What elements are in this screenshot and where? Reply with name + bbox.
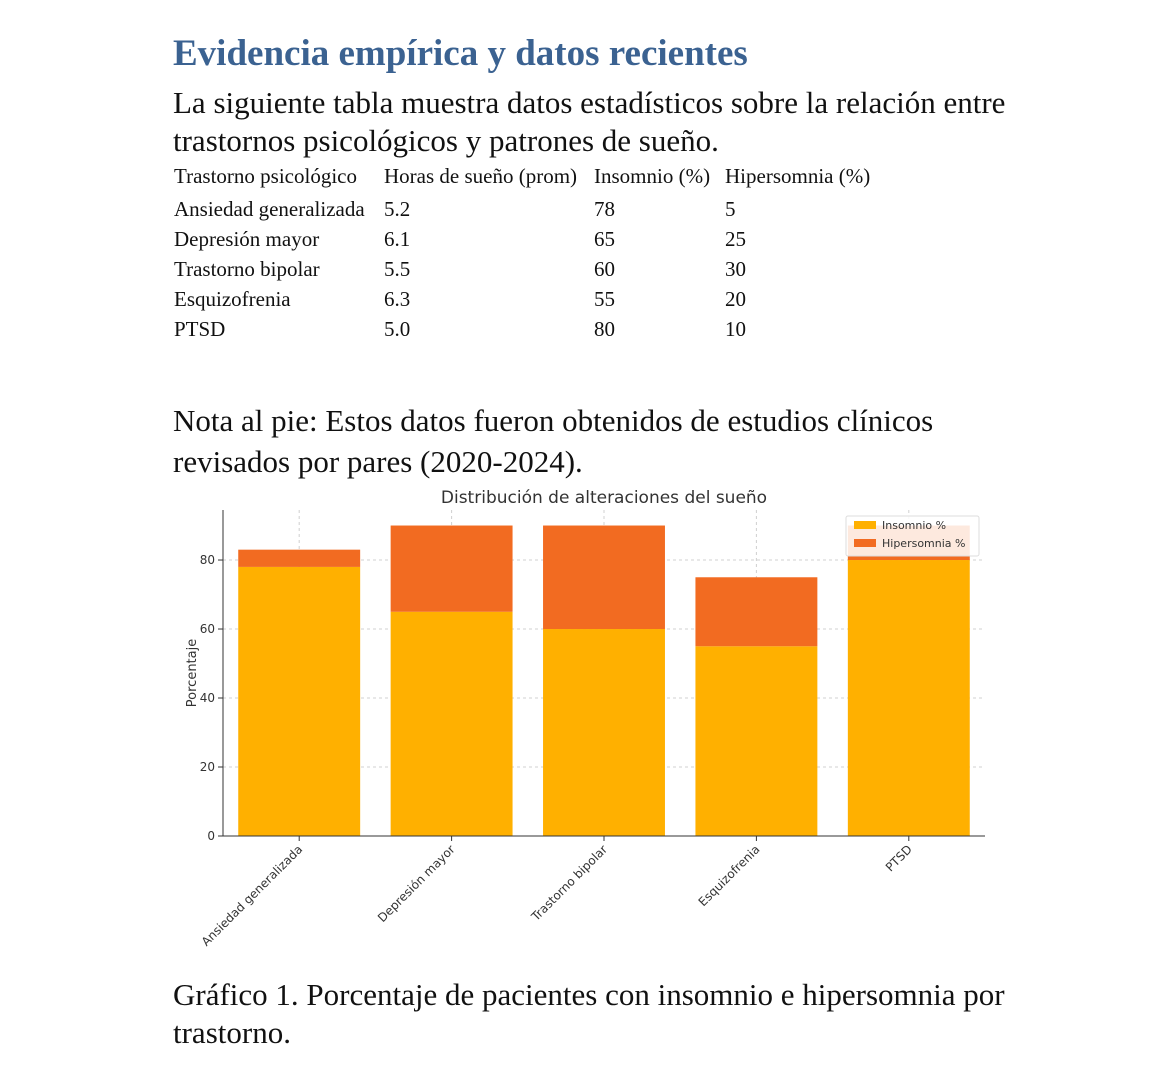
table-cell: PTSD (174, 317, 226, 341)
table-cell: 65 (594, 227, 615, 251)
y-tick-label: 40 (200, 691, 215, 705)
x-tick-label: Esquizofrenia (696, 842, 763, 909)
table-cell: 5.0 (384, 317, 411, 341)
table-cell: Depresión mayor (174, 227, 320, 251)
y-tick-label: 80 (200, 553, 215, 567)
bar-insomnio (847, 560, 970, 836)
bar-insomnio (390, 611, 513, 836)
table-row: Trastorno bipolar 5.5 60 30 (170, 255, 899, 285)
table-cell: 25 (725, 227, 746, 251)
table-cell: 5.5 (384, 257, 411, 281)
bar-hipersomnia (543, 525, 665, 630)
table-cell: 20 (725, 287, 746, 311)
table-cell: 30 (725, 257, 746, 281)
x-tick-label: PTSD (883, 842, 915, 874)
table-cell: Trastorno bipolar (174, 257, 320, 281)
chart-title: Distribución de alteraciones del sueño (441, 488, 767, 508)
x-tick-label: Trastorno bipolar (528, 842, 610, 924)
table-cell: 6.3 (384, 287, 411, 311)
table-cell: Esquizofrenia (174, 287, 291, 311)
table-row: PTSD 5.0 80 10 (170, 315, 899, 345)
y-tick-label: 20 (200, 760, 215, 774)
bar-insomnio (695, 646, 818, 836)
bar-hipersomnia (238, 549, 361, 567)
table-header-row: Trastorno psicológico Horas de sueño (pr… (170, 162, 899, 195)
table-cell: 55 (594, 287, 615, 311)
column-header: Hipersomnia (%) (725, 164, 871, 188)
sleep-data-table: Trastorno psicológico Horas de sueño (pr… (170, 162, 899, 345)
bar-hipersomnia (390, 525, 513, 612)
table-cell: 5 (725, 197, 736, 221)
legend-swatch (854, 539, 876, 547)
table-cell: 6.1 (384, 227, 411, 251)
table-cell: 60 (594, 257, 615, 281)
figure-caption: Gráfico 1. Porcentaje de pacientes con i… (173, 977, 1005, 1050)
table-row: Depresión mayor 6.1 65 25 (170, 225, 899, 255)
y-axis-label: Porcentaje (185, 639, 200, 707)
intro-paragraph: La siguiente tabla muestra datos estadís… (173, 85, 1006, 158)
bar-hipersomnia (695, 577, 818, 647)
y-tick-label: 0 (207, 829, 215, 843)
bar-insomnio (238, 566, 361, 836)
legend-label: Hipersomnia % (882, 537, 966, 550)
table-cell: 80 (594, 317, 615, 341)
legend-label: Insomnio % (882, 519, 946, 532)
table-cell: 78 (594, 197, 615, 221)
table-cell: Ansiedad generalizada (174, 197, 365, 221)
x-tick-label: Ansiedad generalizada (199, 842, 306, 949)
x-tick-label: Depresión mayor (375, 842, 458, 925)
legend-swatch (854, 521, 876, 529)
table-cell: 5.2 (384, 197, 411, 221)
column-header: Trastorno psicológico (174, 164, 357, 188)
column-header: Horas de sueño (prom) (384, 164, 578, 188)
y-tick-label: 60 (200, 622, 215, 636)
bar-insomnio (543, 629, 665, 836)
stacked-bar-chart: Distribución de alteraciones del sueño 0 2… (185, 488, 985, 949)
section-heading: Evidencia empírica y datos recientes (173, 33, 748, 74)
table-row: Esquizofrenia 6.3 55 20 (170, 285, 899, 315)
footnote: Nota al pie: Estos datos fueron obtenido… (173, 403, 934, 479)
legend-box (845, 515, 980, 557)
table-row: Ansiedad generalizada 5.2 78 5 (170, 195, 899, 225)
table-cell: 10 (725, 317, 746, 341)
column-header: Insomnio (%) (594, 164, 711, 188)
